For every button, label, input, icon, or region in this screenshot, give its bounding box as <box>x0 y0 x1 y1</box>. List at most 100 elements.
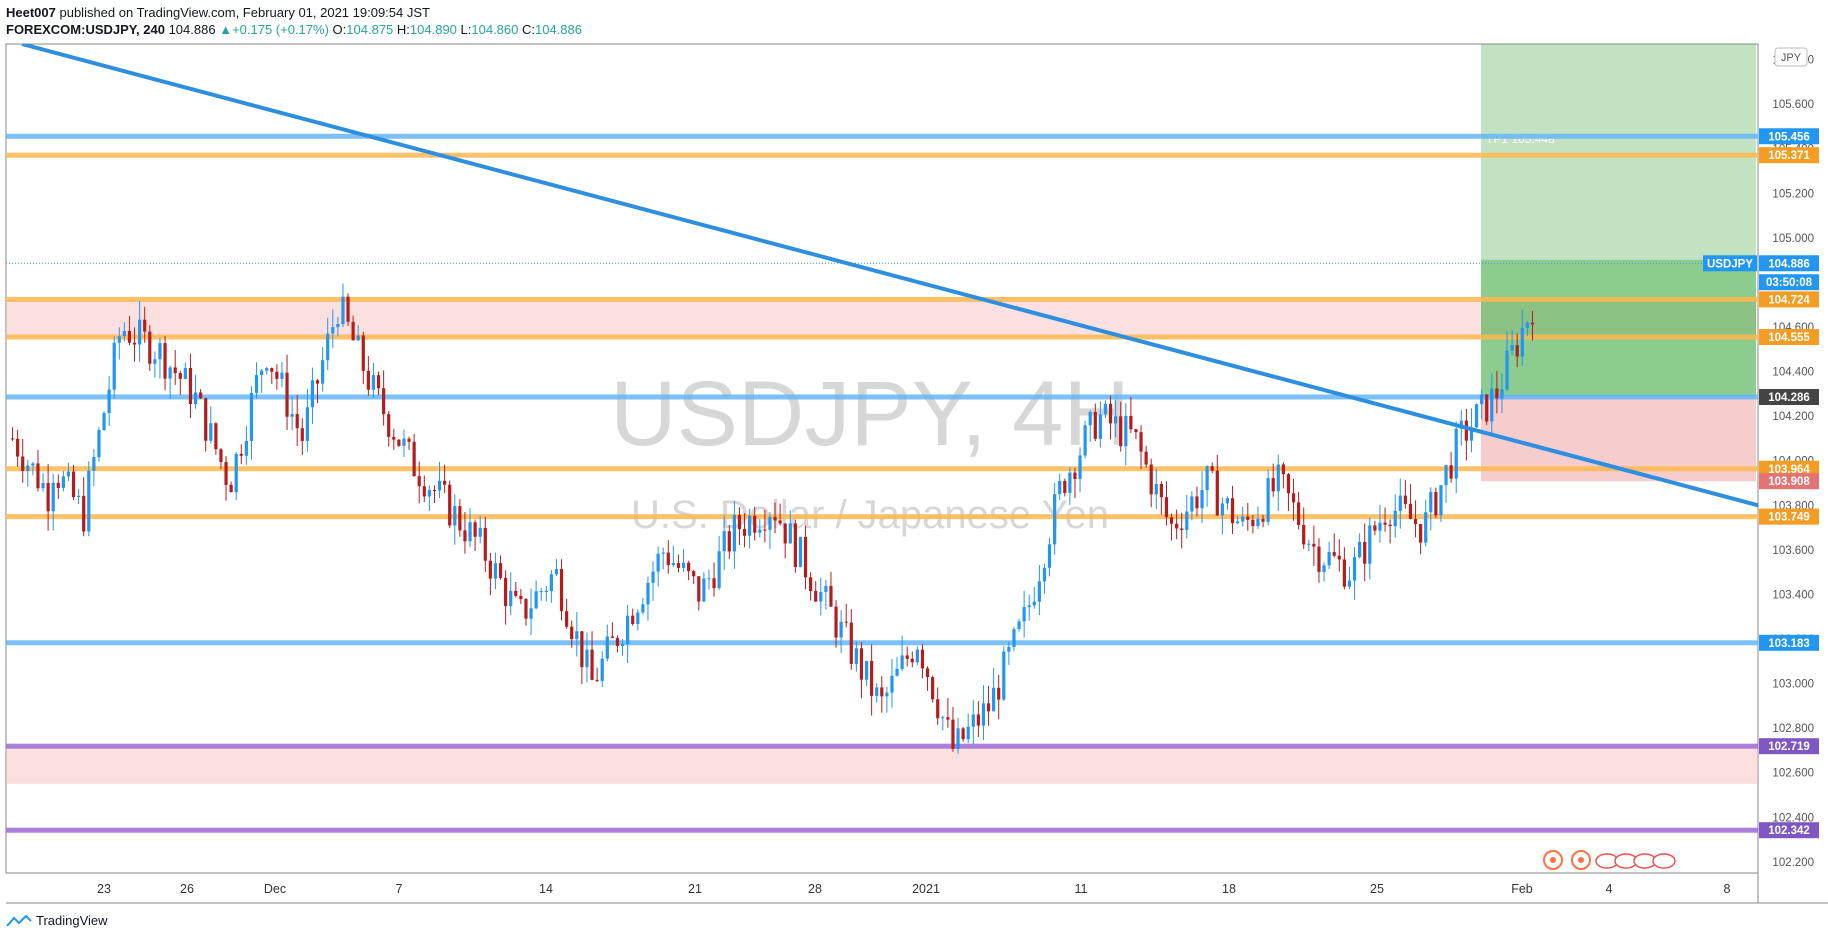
level-line-103.749[interactable] <box>6 514 1758 520</box>
tradingview-logo-icon <box>6 914 32 927</box>
candle-body <box>1032 601 1036 606</box>
candle-body <box>1469 427 1474 441</box>
y-tick-102.600: 102.600 <box>1772 768 1814 780</box>
symbol-label[interactable]: FOREXCOM:USDJPY, 240 <box>6 22 165 37</box>
candle-body <box>636 612 640 625</box>
candle-body <box>371 375 376 390</box>
axis-label-102.719-bg <box>1759 738 1819 755</box>
candle-body <box>570 626 574 639</box>
level-line-104.286[interactable] <box>6 394 1758 400</box>
candle-body <box>127 331 132 343</box>
candle-body <box>880 687 884 697</box>
level-line-104.724[interactable] <box>6 296 1758 302</box>
candle-body <box>82 495 86 532</box>
candle-body <box>1139 432 1143 452</box>
candle-body <box>976 714 980 726</box>
axis-label-stop: 103.908 <box>1768 476 1810 488</box>
level-line-104.555[interactable] <box>6 334 1758 340</box>
flag-event-marker[interactable] <box>1652 853 1676 869</box>
candle-body <box>529 608 533 619</box>
change-text: +0.175 (+0.17%) <box>232 22 329 37</box>
economic-events[interactable] <box>1543 850 1676 870</box>
candle-body <box>1495 388 1499 399</box>
level-line-103.964[interactable] <box>6 466 1758 472</box>
axis-label-stop-bg <box>1759 473 1819 490</box>
candle-body <box>697 576 701 602</box>
candle-body <box>1144 451 1148 465</box>
candle-body <box>956 728 960 749</box>
candle-body <box>56 482 60 488</box>
descending-trendline[interactable] <box>21 44 1758 508</box>
open-label: O: <box>332 22 347 37</box>
candle-body <box>1220 503 1224 516</box>
tradingview-brand: TradingView <box>36 913 108 928</box>
candle-body <box>102 413 106 431</box>
candle-body <box>331 327 335 334</box>
tradingview-footer[interactable]: TradingView <box>6 913 108 928</box>
candle-body <box>895 668 899 676</box>
sr-zones <box>6 299 1758 784</box>
x-tick-Feb: Feb <box>1511 882 1533 896</box>
candle-body <box>687 562 691 572</box>
candle-body <box>1083 425 1087 456</box>
candle-body <box>814 591 818 602</box>
realized-profit-zone <box>1481 259 1756 397</box>
candle-body <box>1251 519 1255 527</box>
candle-body <box>1230 498 1235 524</box>
level-line-102.342[interactable] <box>6 827 1758 833</box>
trendline[interactable] <box>21 44 1758 508</box>
level-line-103.183[interactable] <box>6 640 1758 646</box>
candle-body <box>1444 465 1448 486</box>
level-line-102.719[interactable] <box>6 743 1758 749</box>
candle-body <box>1393 510 1397 527</box>
candle-body <box>234 453 238 493</box>
candle-body <box>997 687 1001 700</box>
candle-body <box>961 728 965 740</box>
x-tick-11: 11 <box>1075 882 1088 896</box>
level-line-105.371[interactable] <box>6 152 1758 158</box>
candle-body <box>1159 484 1163 498</box>
candle-body <box>173 367 177 374</box>
candle-body <box>239 453 243 456</box>
candle-body <box>422 486 426 497</box>
candle-body <box>1047 544 1052 568</box>
candle-body <box>1286 474 1291 494</box>
candle-body <box>97 430 101 458</box>
axis-label-104.724: 104.724 <box>1768 294 1810 306</box>
candle-body <box>951 719 955 749</box>
candle-body <box>941 717 945 719</box>
level-line-105.456[interactable] <box>6 133 1758 139</box>
candle-body <box>1403 495 1407 504</box>
candle-body <box>971 714 975 727</box>
candle-body <box>488 560 492 579</box>
candle-body <box>1185 511 1189 530</box>
sr-zone-2 <box>6 746 1758 784</box>
candle-body <box>631 615 635 625</box>
candle-body <box>1312 543 1316 547</box>
candle-body <box>122 331 126 337</box>
candle-body <box>473 522 477 537</box>
horizontal-levels[interactable] <box>6 133 1758 833</box>
candle-body <box>214 423 218 450</box>
x-tick-7: 7 <box>396 882 403 896</box>
candle-body <box>1103 403 1108 415</box>
candle-body <box>905 655 909 659</box>
author-name[interactable]: Heet007 <box>6 5 56 20</box>
candle-body <box>565 611 569 627</box>
candle-body <box>509 590 513 607</box>
candle-body <box>824 585 828 592</box>
publish-info: published on TradingView.com, February 0… <box>55 5 430 20</box>
candle-body <box>829 585 833 607</box>
candle-body <box>798 536 803 567</box>
candle-body <box>417 476 421 487</box>
candle-body <box>437 480 442 491</box>
y-tick-104.400: 104.400 <box>1772 367 1814 379</box>
candle-body <box>66 471 71 477</box>
candle-body <box>143 319 147 332</box>
candle-body <box>1007 646 1011 652</box>
currency-badge[interactable] <box>1774 47 1808 67</box>
candle-body <box>310 380 315 408</box>
time-axis[interactable]: 23 26 Dec 7 14 21 28 2021 11 18 25 Feb 4 8 <box>97 882 1730 896</box>
candle-body <box>580 631 584 668</box>
